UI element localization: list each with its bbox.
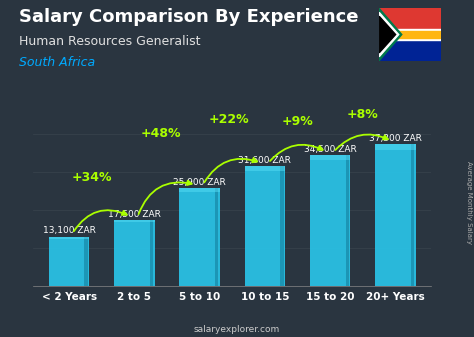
Bar: [411, 144, 414, 286]
Text: +9%: +9%: [282, 115, 313, 128]
Text: 37,300 ZAR: 37,300 ZAR: [369, 134, 422, 143]
Text: South Africa: South Africa: [19, 56, 95, 69]
Text: 31,600 ZAR: 31,600 ZAR: [238, 156, 292, 165]
Bar: [215, 188, 218, 286]
Polygon shape: [379, 8, 402, 61]
Bar: [150, 220, 153, 286]
Text: +22%: +22%: [209, 113, 249, 126]
Text: Salary Comparison By Experience: Salary Comparison By Experience: [19, 8, 358, 26]
Text: 25,900 ZAR: 25,900 ZAR: [173, 178, 226, 187]
Bar: [179, 188, 220, 286]
Bar: [114, 220, 155, 286]
Text: +48%: +48%: [140, 127, 181, 140]
Bar: [84, 237, 88, 286]
Bar: [280, 166, 283, 286]
Text: 34,500 ZAR: 34,500 ZAR: [304, 145, 356, 154]
Bar: [114, 220, 155, 222]
Bar: [379, 35, 441, 61]
Bar: [379, 8, 441, 35]
Bar: [179, 188, 220, 192]
Bar: [49, 237, 89, 239]
Text: 17,500 ZAR: 17,500 ZAR: [108, 210, 161, 219]
Bar: [310, 155, 350, 286]
Bar: [49, 237, 89, 286]
Bar: [379, 29, 441, 40]
Bar: [379, 31, 441, 38]
Text: +8%: +8%: [347, 109, 379, 122]
Bar: [375, 144, 416, 150]
Polygon shape: [379, 12, 399, 57]
Text: salaryexplorer.com: salaryexplorer.com: [194, 325, 280, 334]
Polygon shape: [379, 16, 396, 53]
Bar: [346, 155, 349, 286]
Text: 13,100 ZAR: 13,100 ZAR: [43, 226, 96, 236]
Bar: [245, 166, 285, 171]
Bar: [375, 144, 416, 286]
Bar: [310, 155, 350, 160]
Text: Human Resources Generalist: Human Resources Generalist: [19, 35, 201, 49]
Bar: [245, 166, 285, 286]
Text: +34%: +34%: [72, 171, 112, 184]
Text: Average Monthly Salary: Average Monthly Salary: [465, 161, 472, 244]
